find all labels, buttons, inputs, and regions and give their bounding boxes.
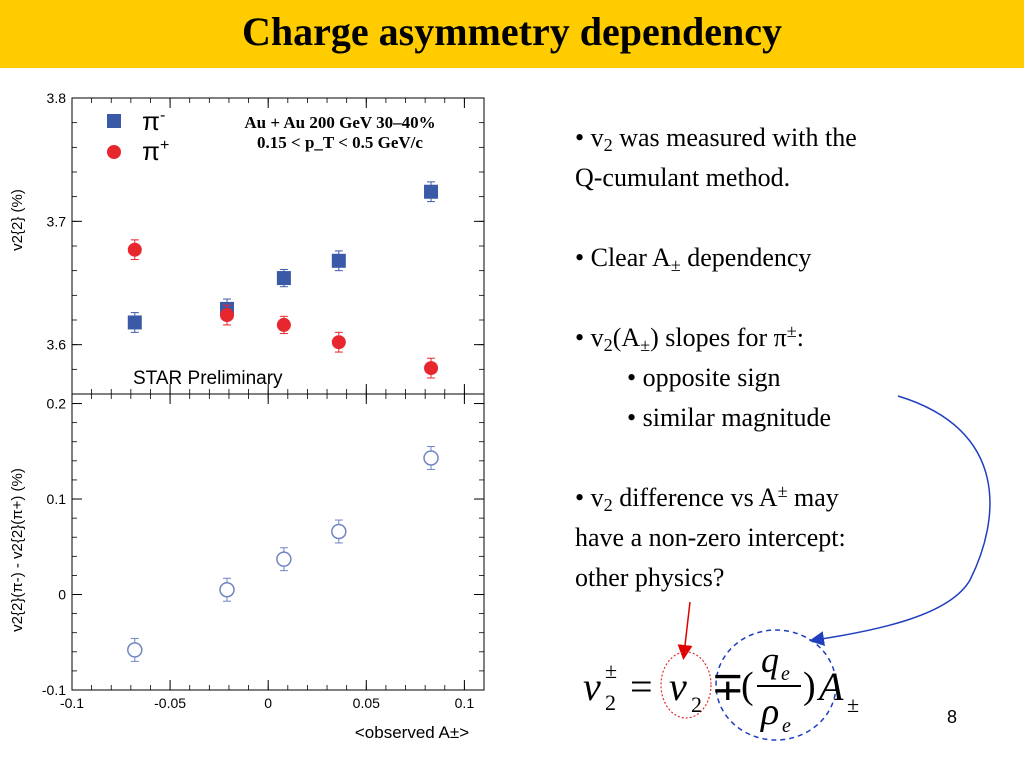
data-point-pi-minus [331, 253, 346, 268]
bullet-4-post: may [787, 483, 839, 512]
formula-equals: = [630, 664, 653, 709]
formula-lparen: ( [741, 665, 754, 707]
bullet-1-line2: Q-cumulant method. [575, 163, 791, 192]
legend-label-pi-minus: π- [142, 106, 165, 136]
slide-number: 8 [947, 707, 958, 727]
formula-A-sub: ± [847, 692, 859, 717]
v2-charge-asymmetry-chart: 3.6 3.7 3.8 -0.1 0 0.1 0.2 -0.1 -0.05 0 0.05 0.1 π… [9, 90, 485, 742]
formula-rparen: ) [803, 665, 816, 707]
y-tick-label-bottom: 0.2 [47, 396, 67, 412]
data-point-pi-minus [276, 271, 291, 286]
bullet-4-sup: ± [777, 481, 788, 501]
bullet-4-sub: 2 [603, 495, 613, 515]
legend-pi-plus-main: π [142, 136, 160, 166]
bottom-y-axis-label: v2{2}(π-) - v2{2}(π+) (%) [9, 468, 26, 632]
data-point-pi-minus [127, 315, 142, 330]
formula: v ± 2 = v 2 ∓ ( q e ρ e ) A ± [583, 629, 859, 741]
bullet-3-post: : [796, 323, 804, 352]
formula-q-sub: e [781, 663, 790, 685]
bullet-3-mid2: ) slopes for π [650, 323, 787, 352]
y-tick-label-top: 3.8 [47, 90, 67, 106]
bullet-3-sup: ± [786, 321, 797, 341]
bullet-2-post: dependency [680, 243, 812, 272]
bullet-4-pre: • v [575, 483, 604, 512]
data-point-pi-plus [331, 335, 346, 350]
formula-v: v [583, 664, 601, 709]
bullet-3-sub-item-2: • similar magnitude [627, 403, 832, 432]
legend-label-pi-plus: π+ [142, 136, 169, 166]
x-tick-label: 0 [264, 695, 272, 711]
bullet-3-sub-item-1: • opposite sign [627, 363, 781, 392]
top-legend: π- π+ [107, 106, 169, 166]
bullet-2-sub: ± [670, 255, 681, 275]
legend-marker-pi-minus [107, 114, 121, 128]
bullet-2: • Clear A± dependency [575, 238, 1015, 278]
bullet-1-pre: • v [575, 123, 604, 152]
bullet-3-sub2: ± [640, 335, 651, 355]
slide-title: Charge asymmetry dependency [242, 9, 782, 54]
panel-frame-bottom [71, 393, 485, 691]
formula-rho-sub: e [782, 715, 791, 737]
y-tick-label-top: 3.6 [47, 337, 67, 353]
x-tick-label: 0.1 [455, 695, 475, 711]
data-point-difference [331, 523, 347, 540]
bullet-1: • v2 was measured with the [575, 118, 1015, 158]
y-tick-label-bottom: 0 [58, 587, 66, 603]
x-tick-label: 0.05 [353, 695, 380, 711]
v2-highlight-circle [660, 651, 712, 719]
y-tick-label-top: 3.7 [47, 213, 67, 229]
bullet-4-line3: other physics? [575, 563, 725, 592]
x-axis-label: <observed A±> [355, 723, 469, 742]
data-point-difference [276, 551, 292, 567]
title-bar: Charge asymmetry dependency [0, 0, 1024, 68]
star-preliminary-label: STAR Preliminary [133, 368, 283, 389]
ratio-highlight-circle [715, 629, 837, 741]
x-tick-label: -0.05 [154, 695, 186, 711]
y-tick-label-bottom: -0.1 [42, 682, 66, 698]
formula-A: A [816, 664, 844, 709]
bullet-4-mid: difference vs A [612, 483, 778, 512]
data-point-pi-plus [127, 242, 142, 257]
legend-pi-minus-main: π [142, 106, 160, 136]
data-point-difference [127, 642, 143, 658]
bullet-2-pre: • Clear A [575, 243, 671, 272]
data-point-difference [219, 581, 235, 598]
bullet-3-mid: (A [612, 323, 641, 352]
formula-minus-plus: ∓ [711, 664, 745, 709]
bullet-3-pre: • v [575, 323, 604, 352]
formula-v2-sub: 2 [691, 692, 702, 717]
data-point-pi-plus [219, 308, 234, 323]
bullet-3: • v2(A±) slopes for π±: [575, 318, 1015, 358]
legend-pi-minus-sup: - [160, 107, 165, 124]
formula-v2: v [669, 664, 687, 709]
top-y-axis-label: v2{2} (%) [9, 189, 26, 251]
data-point-pi-minus [424, 184, 439, 199]
formula-rho: ρ [760, 691, 779, 733]
bottom-panel: -0.1 0 0.1 0.2 -0.1 -0.05 0 0.05 0.1 [42, 393, 485, 711]
bullet-1-post: was measured with the [612, 123, 857, 152]
formula-two-sub: 2 [605, 690, 616, 715]
bullet-3-sub1: 2 [603, 335, 613, 355]
x-tick-label: -0.1 [60, 695, 84, 711]
y-tick-label-bottom: 0.1 [47, 491, 67, 507]
legend-pi-plus-sup: + [160, 137, 169, 154]
data-point-difference [423, 450, 439, 466]
chart-annotation-line-2: 0.15 < p_T < 0.5 GeV/c [257, 133, 423, 152]
bullet-4: • v2 difference vs A± may [575, 478, 1015, 518]
legend-marker-pi-plus [107, 145, 121, 159]
chart-annotation-line-1: Au + Au 200 GeV 30–40% [244, 113, 435, 132]
data-point-pi-plus [276, 317, 291, 332]
bullet-list: • v2 was measured with the Q-cumulant me… [575, 118, 1015, 598]
data-point-pi-plus [424, 361, 439, 376]
bullet-4-line2: have a non-zero intercept: [575, 523, 846, 552]
bullet-1-sub: 2 [603, 135, 613, 155]
formula-q: q [761, 640, 779, 680]
formula-pm-sup: ± [605, 658, 617, 683]
